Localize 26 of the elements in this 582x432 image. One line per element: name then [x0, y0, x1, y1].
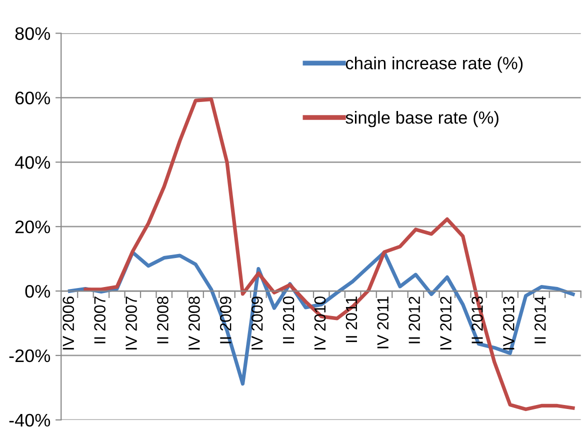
x-tick-label: IV 2013 — [503, 296, 514, 350]
x-tick-label: II 2010 — [282, 296, 294, 344]
legend-label: chain increase rate (%) — [346, 56, 523, 73]
x-tick-label: II 2011 — [346, 296, 358, 342]
y-tick-label: 40% — [14, 156, 50, 169]
legend-label: single base rate (%) — [346, 111, 498, 128]
y-tick-label: -20% — [9, 349, 50, 362]
x-tick-label: II 2009 — [220, 296, 232, 344]
x-tick-label: II 2013 — [472, 296, 483, 344]
x-tick-label: IV 2011 — [377, 296, 389, 348]
x-tick-label: IV 2006 — [62, 296, 74, 350]
y-tick-label: 20% — [15, 220, 50, 234]
y-tick-label: 80% — [15, 27, 50, 40]
y-tick-label: -40% — [9, 414, 50, 427]
line-series — [84, 98, 575, 412]
x-tick-label: IV 2007 — [126, 296, 137, 350]
x-tick-label: IV 2009 — [251, 296, 263, 350]
x-tick-label: II 2008 — [157, 296, 168, 344]
x-tick-label: IV 2012 — [440, 296, 452, 350]
y-tick-label: 60% — [15, 92, 50, 104]
x-tick-label: IV 2010 — [314, 296, 326, 350]
x-tick-label: II 2012 — [408, 296, 420, 344]
x-tick-label: II 2007 — [94, 296, 106, 344]
x-tick-label: IV 2008 — [188, 296, 200, 350]
x-tick-label: II 2014 — [534, 296, 546, 344]
y-tick-label: 0% — [25, 284, 50, 298]
